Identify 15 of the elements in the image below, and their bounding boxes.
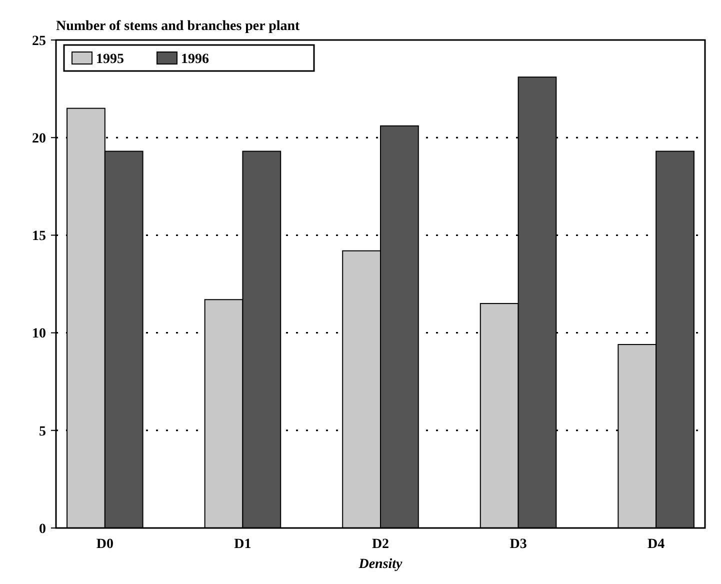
y-tick-label: 25 (32, 34, 46, 49)
y-tick-label: 0 (39, 522, 46, 537)
y-tick-label: 20 (32, 132, 46, 146)
x-tick-label: D0 (96, 537, 114, 552)
x-tick-label: D3 (510, 537, 527, 552)
y-tick-label: 10 (32, 326, 46, 342)
legend-label: 1996 (181, 52, 209, 67)
x-tick-label: D1 (234, 537, 252, 552)
x-tick-label: D4 (648, 537, 665, 552)
x-tick-label: D2 (372, 537, 390, 552)
legend-label: 1995 (96, 52, 124, 67)
chart-title: Number of stems and branches per plant (56, 19, 300, 34)
y-tick-label: 5 (39, 424, 46, 440)
x-axis-title: Density (358, 557, 404, 572)
y-tick-label: 15 (32, 229, 46, 244)
